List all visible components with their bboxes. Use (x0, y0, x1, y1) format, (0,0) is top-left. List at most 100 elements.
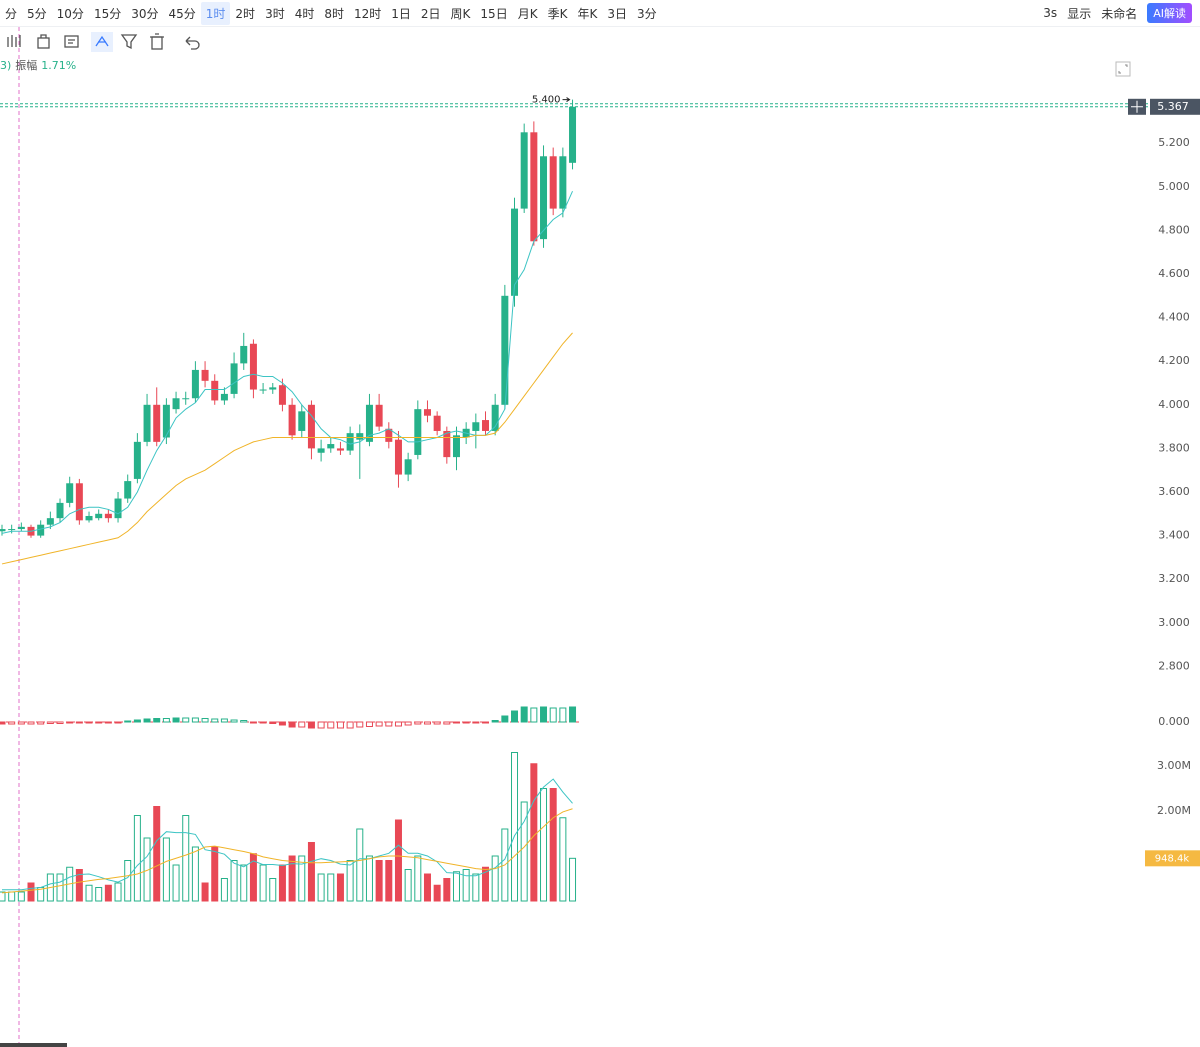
timeframe-button[interactable]: 周K (450, 6, 471, 21)
candle-body (540, 156, 548, 240)
timeframe-button[interactable]: 3时 (265, 6, 285, 21)
timeframe-button[interactable]: 15日 (480, 6, 508, 21)
volume-bar (346, 860, 354, 902)
timeframe-button[interactable]: 1时 (200, 1, 231, 25)
candle-body (162, 404, 170, 438)
volume-bar (511, 752, 519, 902)
timeframe-button[interactable]: 年K (577, 6, 598, 21)
volume-bar (540, 788, 548, 902)
candle-body (327, 444, 335, 449)
candle-body (317, 448, 325, 453)
candle-body (114, 498, 122, 519)
volume-bar (182, 815, 190, 902)
macd-bar (153, 718, 161, 723)
y-tick-label: 4.600 (1158, 267, 1190, 280)
volume-bar (394, 819, 402, 902)
timeframe-button[interactable]: 30分 (131, 6, 159, 21)
macd-bar (365, 721, 373, 727)
timeframe-button[interactable]: 4时 (294, 6, 315, 21)
volume-bar (298, 855, 306, 902)
candle-body (443, 430, 451, 458)
volume-bar (75, 869, 83, 902)
candle-body (472, 422, 480, 431)
macd-bar (66, 721, 74, 724)
macd-bar (114, 721, 122, 724)
macd-bar (443, 721, 451, 725)
timeframe-button[interactable]: 10分 (56, 6, 84, 21)
macd-bar (124, 720, 132, 723)
candle-body (259, 389, 267, 391)
volume-bar (327, 873, 335, 902)
volume-bar (482, 866, 489, 902)
tool-icons[interactable] (6, 31, 206, 53)
macd-tick-label: 0.000 (1158, 715, 1190, 728)
candle-body (278, 385, 286, 405)
timeframe-button[interactable]: 12时 (353, 6, 382, 21)
macd-bar (307, 721, 315, 729)
toolbar: 分 5分 10分 15分 30分 45分 1时 2时 3时 4时 8时 12时 1日 2日 周K 15日 月K 季… (0, 0, 1200, 27)
macd-bar (269, 721, 277, 724)
timeframe-button[interactable]: 季K (547, 6, 568, 21)
toolbar-item[interactable]: 3s (1043, 6, 1058, 20)
y-tick-label: 3.000 (1158, 616, 1190, 629)
timeframe-button[interactable]: 2日 (420, 6, 441, 21)
volume-bar (124, 860, 132, 902)
macd-bar (191, 717, 199, 723)
macd-bar (95, 721, 103, 724)
timeframe-button[interactable]: 月K (517, 6, 538, 21)
volume-badge (1145, 850, 1200, 867)
volume-bar (385, 860, 393, 902)
macd-bar (143, 718, 151, 723)
timeframe-button[interactable]: 2时 (235, 6, 256, 21)
candle-body (520, 132, 528, 209)
candle-body (501, 295, 509, 405)
macd-bar (356, 721, 364, 728)
toolbar-item[interactable]: AI解读 (1147, 3, 1192, 23)
macd-bar (423, 721, 431, 725)
macd-bar (472, 721, 480, 724)
macd-bar (375, 721, 383, 727)
timeframe-button[interactable]: 45分 (168, 6, 196, 21)
volume-bar (530, 763, 538, 902)
volume-bar (288, 855, 296, 902)
macd-bar (482, 721, 489, 724)
volume-bar (259, 864, 267, 902)
ma-line (1, 332, 573, 565)
y-tick-label: 5.200 (1158, 136, 1190, 149)
timeframe-button[interactable]: 1日 (391, 6, 411, 21)
volume-bar (220, 878, 228, 902)
candle-body (17, 526, 25, 530)
timeframe-button[interactable]: 分 (5, 6, 18, 21)
fullscreen-icon[interactable] (1115, 61, 1131, 77)
macd-bar (346, 721, 354, 729)
candle-body (201, 369, 209, 381)
candle-body (172, 398, 180, 410)
macd-bar (201, 718, 209, 723)
macd-bar (278, 721, 286, 726)
macd-bar (172, 717, 180, 723)
candle-body (414, 409, 422, 455)
scrollbar[interactable] (0, 1043, 67, 1047)
timeframe-button[interactable]: 3分 (636, 6, 657, 21)
timeframe-button[interactable]: 5分 (27, 6, 47, 21)
volume-bar (269, 878, 277, 902)
toolbar-item[interactable]: 显示 (1067, 6, 1092, 21)
macd-bar (520, 706, 528, 723)
volume-bar (191, 846, 199, 902)
volume-bar (452, 871, 460, 902)
macd-bar (37, 721, 45, 725)
y-tick-label: 4.800 (1158, 223, 1190, 236)
macd-bar (27, 721, 35, 725)
last-price-badge (1150, 98, 1200, 115)
toolbar-item[interactable]: 未命名 (1101, 6, 1138, 21)
timeframe-button[interactable]: 8时 (324, 6, 344, 21)
candle-body (75, 483, 83, 521)
candle-body (249, 343, 257, 390)
timeframe-button[interactable]: 15分 (93, 6, 122, 21)
candle-body (356, 433, 364, 440)
volume-bar (85, 884, 93, 902)
macd-bar (530, 707, 538, 723)
timeframe-button[interactable]: 3日 (607, 6, 627, 21)
macd-bar (75, 721, 83, 724)
volume-bar (307, 842, 315, 902)
